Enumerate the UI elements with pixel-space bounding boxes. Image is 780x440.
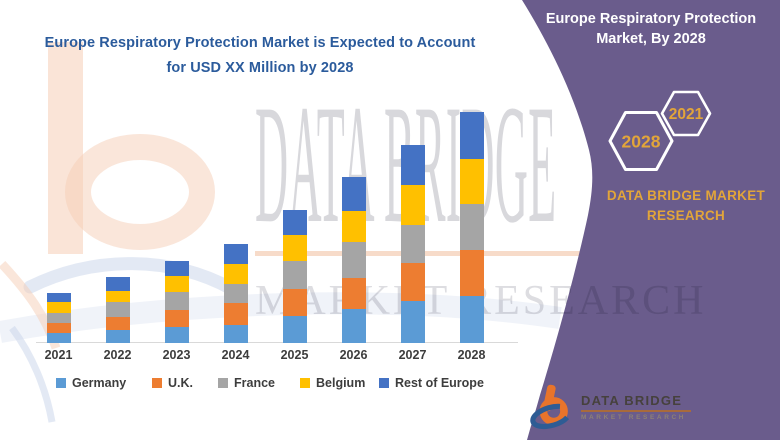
legend-swatch-france (218, 378, 228, 388)
legend-swatch-germany (56, 378, 66, 388)
hexagon-2021-label: 2021 (669, 106, 704, 123)
right-panel-title-line2: Market, By 2028 (596, 30, 706, 47)
legend-label-belgium: Belgium (316, 376, 366, 390)
legend-item-france: France (218, 376, 275, 390)
x-axis-label-2022: 2022 (103, 348, 132, 362)
legend-item-rest-of-europe: Rest of Europe (379, 376, 484, 390)
company-logo: DATA BRIDGE MARKET RESEARCH (530, 383, 691, 431)
segment-france-2023 (164, 292, 189, 310)
right-panel-title: Europe Respiratory Protection Market, By… (532, 10, 770, 49)
segment-belgium-2021 (46, 302, 71, 313)
brand-line2: RESEARCH (646, 208, 726, 223)
segment-germany-2023 (164, 327, 189, 343)
legend-label-u-k: U.K. (168, 376, 193, 390)
segment-u-k-2022 (105, 317, 130, 330)
x-axis-label-2024: 2024 (221, 348, 250, 362)
legend-swatch-belgium (300, 378, 310, 388)
brand-line1: DATA BRIDGE MARKET (606, 188, 766, 203)
legend-label-france: France (234, 376, 275, 390)
corner-peach-arc (0, 260, 61, 350)
segment-rest-of-europe-2022 (105, 277, 130, 291)
watermark-text-line2: MARKET RESEARCH (255, 278, 707, 324)
logo-subtitle: MARKET RESEARCH (581, 413, 687, 421)
legend-item-u-k: U.K. (152, 376, 193, 390)
hexagon-2028 (608, 111, 674, 171)
legend-swatch-rest-of-europe (379, 378, 389, 388)
legend-label-rest-of-europe: Rest of Europe (395, 376, 484, 390)
segment-germany-2022 (105, 330, 130, 343)
watermark-b-stem (48, 42, 83, 254)
brand-name-text: DATA BRIDGE MARKET RESEARCH (596, 186, 776, 226)
watermark-blue-swoosh (23, 257, 239, 296)
x-axis-label-2026: 2026 (339, 348, 368, 362)
segment-belgium-2024 (223, 264, 248, 284)
legend-label-germany: Germany (72, 376, 127, 390)
segment-belgium-2023 (164, 276, 189, 292)
stacked-bar-2021 (46, 293, 71, 343)
segment-rest-of-europe-2023 (164, 261, 189, 276)
corner-blue-arc (9, 325, 56, 423)
right-panel-title-line1: Europe Respiratory Protection (545, 11, 757, 27)
segment-belgium-2022 (105, 291, 130, 302)
segment-rest-of-europe-2024 (223, 244, 248, 264)
x-axis-label-2021: 2021 (44, 348, 73, 362)
x-axis-label-2027: 2027 (398, 348, 427, 362)
legend-swatch-u-k (152, 378, 162, 388)
segment-germany-2021 (46, 333, 71, 343)
chart-title-line1: Europe Respiratory Protection Market is … (44, 35, 476, 51)
segment-u-k-2023 (164, 310, 189, 327)
logo-divider (581, 410, 691, 412)
x-axis-label-2025: 2025 (280, 348, 309, 362)
x-axis-line (36, 342, 518, 343)
legend-item-belgium: Belgium (300, 376, 365, 390)
chart-legend: Germany U.K. France Belgium Rest of Europe (0, 376, 540, 392)
watermark-text-line1: DATA BRIDGE (255, 70, 557, 258)
segment-rest-of-europe-2021 (46, 293, 71, 302)
hexagon-2028-label: 2028 (622, 132, 661, 152)
segment-u-k-2024 (223, 303, 248, 325)
logo-name: DATA BRIDGE (581, 393, 683, 409)
stacked-bar-2022 (105, 277, 130, 343)
logo-b-icon (530, 384, 573, 430)
segment-france-2022 (105, 302, 130, 317)
stacked-bar-2024 (223, 244, 248, 343)
x-axis-label-2028: 2028 (457, 348, 486, 362)
segment-u-k-2021 (46, 323, 71, 333)
segment-france-2024 (223, 284, 248, 303)
segment-france-2021 (46, 313, 71, 323)
stacked-bar-2023 (164, 261, 189, 343)
segment-germany-2024 (223, 325, 248, 343)
watermark-b-bowl (65, 134, 215, 250)
hexagon-2021 (660, 90, 712, 137)
legend-item-germany: Germany (56, 376, 126, 390)
logo-text: DATA BRIDGE MARKET RESEARCH (581, 393, 691, 421)
x-axis-label-2023: 2023 (162, 348, 191, 362)
